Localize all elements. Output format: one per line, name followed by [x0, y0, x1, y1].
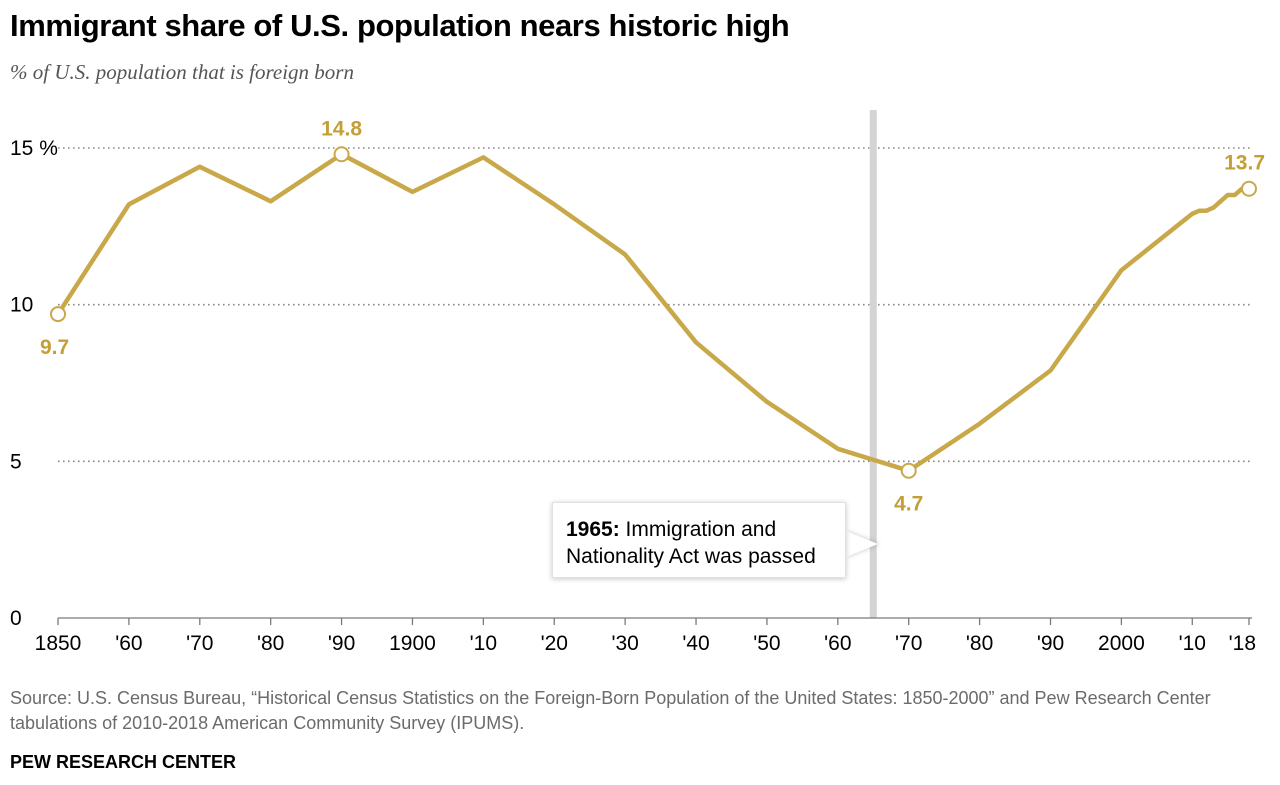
- x-tick-label: 2000: [1098, 632, 1145, 655]
- gridlines: [58, 147, 1252, 463]
- event-marker: [869, 110, 877, 618]
- chart-title: Immigrant share of U.S. population nears…: [10, 8, 790, 43]
- x-tick-label: '20: [541, 632, 568, 655]
- x-tick-label: '60: [115, 632, 142, 655]
- x-tick-label: '10: [1179, 632, 1206, 655]
- y-tick-label: 0: [10, 607, 22, 630]
- series-line-path: [55, 152, 1252, 473]
- annotation-year: 1965:: [566, 518, 620, 541]
- x-tick-label: '80: [966, 632, 993, 655]
- x-tick-label: '80: [257, 632, 284, 655]
- x-tick-label: '90: [1037, 632, 1064, 655]
- annotation-text: Immigration and Nationality Act was pass…: [566, 518, 816, 568]
- brand-footer: PEW RESEARCH CENTER: [10, 752, 237, 772]
- y-tick-label: 5: [10, 450, 22, 473]
- data-point-marker: [900, 462, 917, 479]
- event-marker-bar: [869, 110, 877, 618]
- annotation-callout: 1965: Immigration and Nationality Act wa…: [552, 502, 846, 578]
- chart-subtitle: % of U.S. population that is foreign bor…: [10, 60, 354, 84]
- source-note: Source: U.S. Census Bureau, “Historical …: [10, 688, 1211, 733]
- x-tick-label: '70: [895, 632, 922, 655]
- x-tick-label: 1900: [389, 632, 436, 655]
- data-value-label: 13.7: [1224, 152, 1265, 175]
- x-tick-label: '10: [470, 632, 497, 655]
- y-tick-label: 10: [10, 294, 33, 317]
- x-tick-label: 1850: [35, 632, 82, 655]
- annotation-pointer: [846, 531, 878, 557]
- data-value-label: 14.8: [321, 117, 362, 140]
- data-point-marker: [333, 146, 350, 163]
- axes: 0 5 10 15 % 1850 '60 '70 '80 '90 1900 '10 '20 '30 '40…: [10, 137, 1256, 655]
- x-tick-label: '50: [753, 632, 780, 655]
- x-tick-label: '30: [611, 632, 638, 655]
- data-labels: 9.7 14.8 4.7 13.7: [40, 117, 1265, 515]
- series-line: [50, 146, 1257, 479]
- data-value-label: 9.7: [40, 336, 69, 359]
- data-value-label: 4.7: [894, 493, 923, 516]
- x-tick-label: '60: [824, 632, 851, 655]
- x-tick-label: '90: [328, 632, 355, 655]
- data-point-marker: [50, 306, 66, 323]
- data-point-marker: [1241, 180, 1257, 197]
- y-tick-label: 15 %: [10, 137, 58, 160]
- x-tick-label: '70: [186, 632, 213, 655]
- line-chart: 0 5 10 15 % 1850 '60 '70 '80 '90 1900 '10 '20 '30 '40…: [10, 110, 1265, 655]
- x-tick-label: '40: [682, 632, 709, 655]
- x-tick-label: '18: [1229, 632, 1256, 655]
